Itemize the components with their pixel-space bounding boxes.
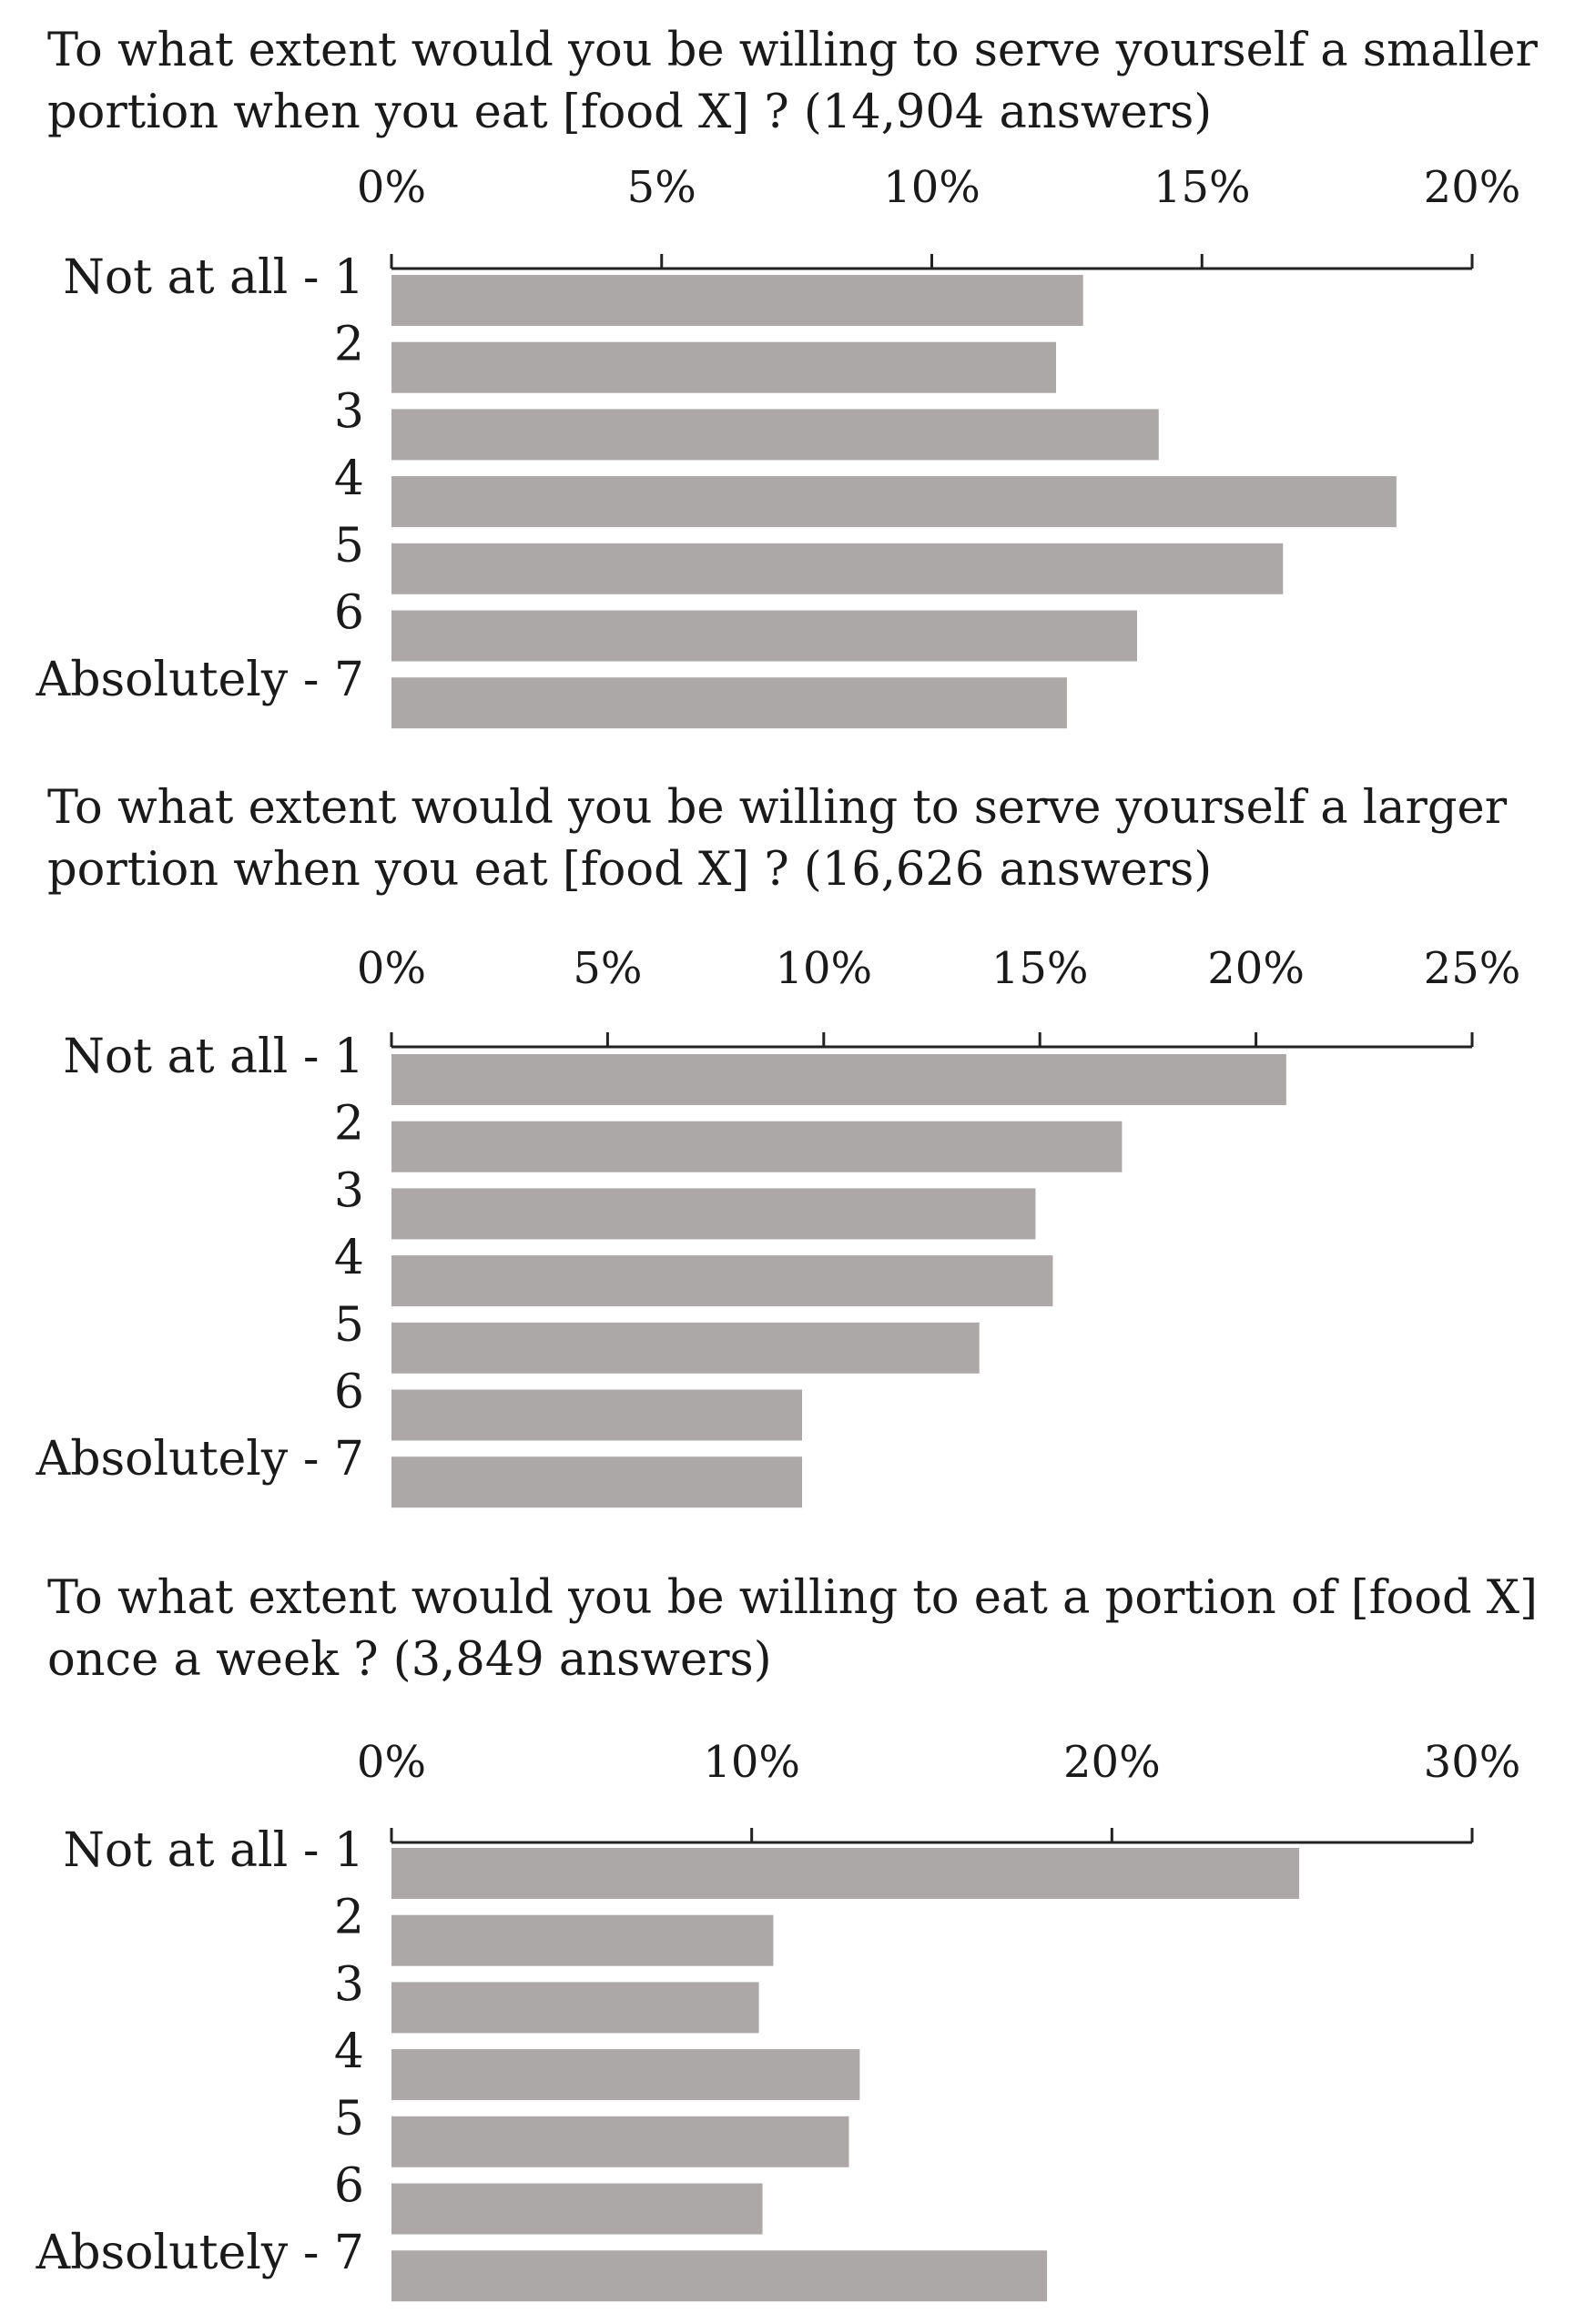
- category-label: 6: [334, 2159, 364, 2214]
- category-label: 2: [334, 318, 364, 372]
- bar: [391, 341, 1057, 393]
- x-tick-label: 0%: [357, 943, 426, 994]
- category-label: 5: [334, 519, 364, 573]
- bar: [391, 2049, 860, 2101]
- bar: [391, 1914, 774, 1966]
- bar: [391, 1848, 1300, 1899]
- chart-smaller-portion: To what extent would you be willing to s…: [36, 24, 1539, 729]
- bar: [391, 1255, 1053, 1307]
- x-tick-label: 10%: [775, 943, 872, 994]
- category-label: 4: [334, 1231, 364, 1285]
- category-label: Absolutely - 7: [36, 653, 364, 707]
- category-label: 4: [334, 452, 364, 506]
- bar: [391, 275, 1083, 326]
- x-tick-label: 20%: [1063, 1737, 1161, 1788]
- bar: [391, 1054, 1286, 1105]
- category-label: 5: [334, 1298, 364, 1353]
- chart-larger-portion: To what extent would you be willing to s…: [36, 781, 1521, 1508]
- chart-title-line: portion when you eat [food X] ? (14,904 …: [47, 86, 1212, 139]
- x-tick-label: 15%: [991, 943, 1089, 994]
- x-tick-label: 20%: [1207, 943, 1305, 994]
- bar: [391, 610, 1138, 662]
- category-label: 2: [334, 1097, 364, 1152]
- x-tick-label: 15%: [1153, 162, 1251, 213]
- chart-weekly-portion: To what extent would you be willing to e…: [36, 1571, 1538, 2302]
- x-tick-label: 10%: [703, 1737, 800, 1788]
- bar: [391, 2183, 763, 2235]
- category-label: 5: [334, 2092, 364, 2146]
- bar: [391, 1456, 803, 1508]
- bar: [391, 1121, 1123, 1172]
- chart-title-line: To what extent would you be willing to e…: [47, 1571, 1538, 1625]
- category-label: 6: [334, 1365, 364, 1420]
- bar: [391, 1188, 1036, 1240]
- bar: [391, 2116, 849, 2167]
- chart-title-line: To what extent would you be willing to s…: [47, 24, 1539, 77]
- chart-title-line: once a week ? (3,849 answers): [47, 1633, 772, 1687]
- category-label: Absolutely - 7: [36, 1432, 364, 1487]
- category-label: Not at all - 1: [63, 250, 364, 305]
- bar: [391, 409, 1159, 461]
- category-label: 4: [334, 2025, 364, 2079]
- x-tick-label: 10%: [883, 162, 980, 213]
- x-tick-label: 30%: [1424, 1737, 1521, 1788]
- category-label: 3: [334, 1163, 364, 1218]
- category-label: Absolutely - 7: [36, 2226, 364, 2280]
- chart-title-line: To what extent would you be willing to s…: [47, 781, 1508, 835]
- category-label: Not at all - 1: [63, 1823, 364, 1878]
- category-label: 2: [334, 1891, 364, 1945]
- x-tick-label: 20%: [1424, 162, 1521, 213]
- x-tick-label: 5%: [573, 943, 642, 994]
- x-tick-label: 5%: [627, 162, 696, 213]
- bar: [391, 2250, 1048, 2302]
- bar: [391, 1322, 980, 1374]
- x-tick-label: 25%: [1424, 943, 1521, 994]
- bar: [391, 543, 1284, 594]
- bar: [391, 1389, 803, 1441]
- bar: [391, 1982, 759, 2034]
- category-label: 3: [334, 384, 364, 439]
- category-label: 3: [334, 1957, 364, 2012]
- bar: [391, 677, 1067, 729]
- x-tick-label: 0%: [357, 162, 426, 213]
- chart-title-line: portion when you eat [food X] ? (16,626 …: [47, 843, 1212, 897]
- category-label: 6: [334, 586, 364, 641]
- bar: [391, 476, 1397, 528]
- x-tick-label: 0%: [357, 1737, 426, 1788]
- category-label: Not at all - 1: [63, 1030, 364, 1084]
